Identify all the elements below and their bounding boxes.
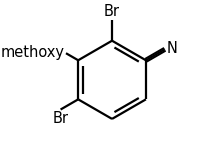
Text: methoxy: methoxy [1,45,65,60]
Text: N: N [167,41,178,56]
Text: Br: Br [104,4,120,19]
Text: Br: Br [53,111,69,126]
